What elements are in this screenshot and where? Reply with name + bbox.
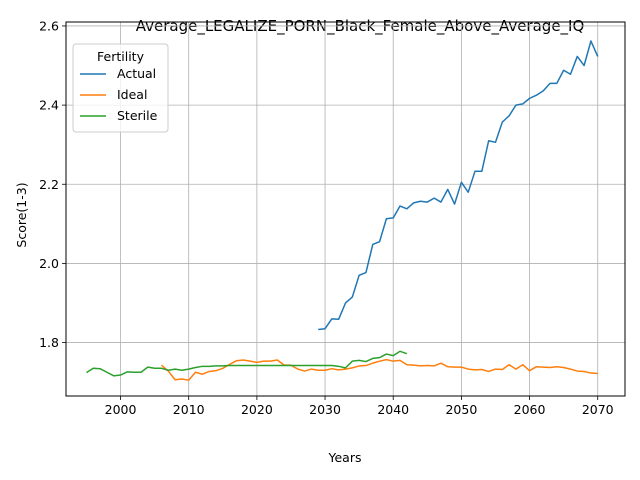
legend: Fertility Actual Ideal Sterile bbox=[72, 43, 169, 133]
series-lines bbox=[86, 40, 599, 381]
y-tick-label: 1.8 bbox=[39, 335, 59, 350]
y-tick-label: 2.6 bbox=[39, 18, 59, 33]
x-axis-label: Years bbox=[328, 450, 362, 465]
chart-title: Average_LEGALIZE_PORN_Black_Female_Above… bbox=[136, 17, 585, 36]
y-tick-label: 2.2 bbox=[39, 177, 59, 192]
y-tick-label: 2.4 bbox=[39, 98, 59, 113]
x-tick-label: 2040 bbox=[377, 402, 409, 417]
legend-label-ideal: Ideal bbox=[117, 87, 147, 102]
x-tick-label: 2050 bbox=[445, 402, 477, 417]
legend-box bbox=[72, 43, 169, 133]
y-axis-label: Score(1-3) bbox=[14, 182, 29, 247]
series-line-ideal bbox=[160, 358, 598, 381]
legend-items: Actual Ideal Sterile bbox=[80, 66, 158, 123]
x-tick-label: 2000 bbox=[105, 402, 137, 417]
y-axis: 1.8 2.0 2.2 2.4 2.6 bbox=[39, 18, 66, 350]
legend-label-actual: Actual bbox=[117, 66, 156, 81]
plot-frame bbox=[65, 21, 626, 397]
series-line-sterile bbox=[86, 350, 408, 377]
x-tick-label: 2020 bbox=[241, 402, 273, 417]
x-axis: 2000 2010 2020 2030 2040 2050 2060 2070 bbox=[105, 396, 614, 417]
x-tick-label: 2030 bbox=[309, 402, 341, 417]
x-tick-label: 2070 bbox=[582, 402, 614, 417]
x-tick-label: 2060 bbox=[514, 402, 546, 417]
legend-title: Fertility bbox=[97, 49, 145, 64]
legend-label-sterile: Sterile bbox=[117, 108, 158, 123]
series-line-actual bbox=[318, 40, 599, 331]
x-tick-label: 2010 bbox=[173, 402, 205, 417]
y-tick-label: 2.0 bbox=[39, 256, 59, 271]
